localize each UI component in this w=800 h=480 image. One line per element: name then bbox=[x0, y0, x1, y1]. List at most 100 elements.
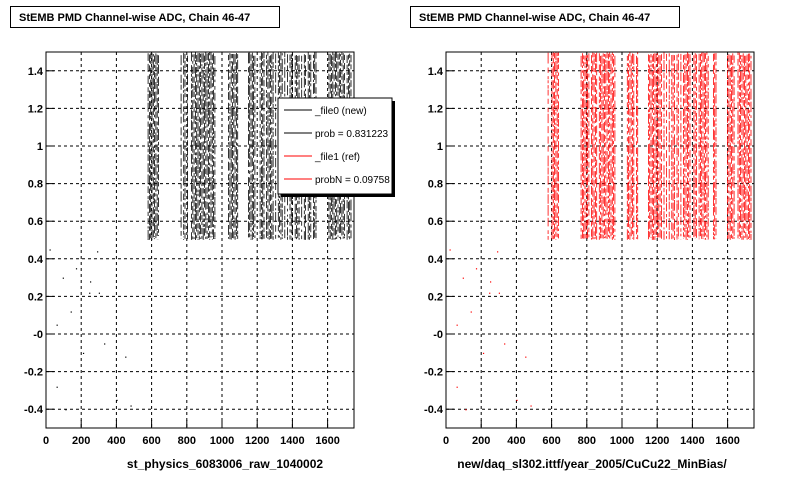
x-tick-label: 1200 bbox=[645, 435, 669, 447]
plot-frame bbox=[45, 51, 355, 429]
data-band-strokes bbox=[626, 52, 639, 240]
chart-panel-1: 0 200 400 600 800 1000 1200 1400 1600 -0.4 -0.2 -0 0… bbox=[424, 51, 755, 471]
legend-box bbox=[277, 97, 393, 195]
x-tick-label: 1000 bbox=[210, 435, 234, 447]
data-point bbox=[456, 324, 458, 326]
data-point bbox=[90, 281, 92, 283]
data-band-1 bbox=[580, 52, 616, 240]
x-tick-label: 1400 bbox=[280, 435, 304, 447]
data-band-0 bbox=[547, 52, 559, 240]
data-band-strokes bbox=[580, 52, 616, 240]
legend: _file0 (new) prob = 0.831223 _file1 (ref) p… bbox=[277, 97, 395, 197]
legend-entry: probN = 0.09758 bbox=[315, 175, 390, 186]
data-point bbox=[449, 249, 451, 251]
data-band-strokes bbox=[648, 52, 717, 240]
x-tick-label: 200 bbox=[472, 435, 490, 447]
data-band-strokes bbox=[547, 52, 559, 240]
plot-frame bbox=[445, 51, 755, 429]
x-tick-label: 1000 bbox=[610, 435, 634, 447]
data-point bbox=[56, 386, 58, 388]
chart-title-right: StEMB PMD Channel-wise ADC, Chain 46-47 bbox=[410, 6, 680, 28]
data-point bbox=[56, 324, 58, 326]
x-tick-label: 1600 bbox=[715, 435, 739, 447]
legend-entry: _file1 (ref) bbox=[314, 152, 360, 163]
data-point bbox=[98, 292, 100, 294]
legend-entry: prob = 0.831223 bbox=[315, 129, 389, 140]
chart-title-left: StEMB PMD Channel-wise ADC, Chain 46-47 bbox=[10, 6, 280, 28]
data-point bbox=[465, 409, 467, 411]
data-point bbox=[104, 343, 106, 345]
y-tick-label: 0.2 bbox=[28, 291, 43, 303]
y-tick-label: 1.2 bbox=[28, 103, 43, 115]
y-tick-label: -0 bbox=[33, 329, 43, 341]
y-tick-label: 1 bbox=[37, 141, 43, 153]
data-band-2 bbox=[626, 52, 639, 240]
y-tick-label: -0.4 bbox=[424, 404, 444, 416]
chart-panel-0: 0 200 400 600 800 1000 1200 1400 1600 -0.4 -0.2 -0 0… bbox=[24, 51, 395, 471]
y-tick-label: 1.2 bbox=[428, 103, 443, 115]
data-band-strokes bbox=[180, 52, 216, 240]
data-point bbox=[65, 409, 67, 411]
data-point bbox=[89, 292, 91, 294]
data-band-strokes bbox=[727, 52, 752, 240]
data-point bbox=[130, 405, 132, 407]
data-band-0 bbox=[147, 53, 159, 240]
y-tick-label: 1.4 bbox=[428, 66, 444, 78]
data-point bbox=[482, 352, 485, 354]
data-point bbox=[497, 251, 499, 253]
x-tick-label: 800 bbox=[178, 435, 196, 447]
data-point bbox=[470, 311, 472, 313]
data-point bbox=[516, 399, 518, 401]
x-tick-label: 600 bbox=[542, 435, 560, 447]
y-tick-label: -0 bbox=[433, 329, 443, 341]
data-point bbox=[489, 292, 491, 294]
sparse-points bbox=[49, 249, 132, 411]
x-axis-label: st_physics_6083006_raw_1040002 bbox=[127, 457, 323, 471]
y-tick-label: -0.2 bbox=[424, 367, 443, 379]
x-tick-label: 0 bbox=[443, 435, 449, 447]
data-point bbox=[462, 277, 464, 279]
data-point bbox=[456, 386, 458, 388]
x-axis-label: new/daq_sl302.ittf/year_2005/CuCu22_MinB… bbox=[457, 457, 727, 471]
data-band-4 bbox=[727, 52, 752, 240]
data-band-strokes bbox=[147, 53, 159, 240]
y-tick-label: 0.4 bbox=[28, 254, 44, 266]
x-tick-label: 400 bbox=[507, 435, 525, 447]
y-tick-label: 1 bbox=[437, 141, 443, 153]
x-tick-label: 1400 bbox=[680, 435, 704, 447]
x-tick-label: 200 bbox=[72, 435, 90, 447]
y-tick-label: 0.8 bbox=[428, 179, 443, 191]
data-point bbox=[82, 352, 85, 354]
data-point bbox=[116, 399, 118, 401]
y-tick-label: 0.4 bbox=[428, 254, 444, 266]
data-band-3 bbox=[648, 52, 717, 240]
legend-entry: _file0 (new) bbox=[314, 106, 367, 117]
y-tick-label: 0.2 bbox=[428, 291, 443, 303]
x-tick-label: 600 bbox=[142, 435, 160, 447]
y-tick-label: 0.6 bbox=[428, 216, 443, 228]
data-point bbox=[498, 292, 500, 294]
data-point bbox=[62, 277, 64, 279]
data-band-1 bbox=[180, 52, 216, 240]
data-point bbox=[49, 249, 51, 251]
y-tick-label: 1.4 bbox=[28, 66, 44, 78]
y-tick-label: 0.6 bbox=[28, 216, 43, 228]
x-tick-label: 1200 bbox=[245, 435, 269, 447]
data-band-2 bbox=[228, 53, 239, 240]
data-band-strokes bbox=[228, 53, 239, 240]
data-point bbox=[525, 356, 527, 358]
x-tick-label: 800 bbox=[578, 435, 596, 447]
data-point bbox=[97, 251, 99, 253]
y-tick-label: -0.2 bbox=[24, 367, 43, 379]
x-tick-label: 1600 bbox=[315, 435, 339, 447]
x-tick-label: 400 bbox=[107, 435, 125, 447]
sparse-points bbox=[449, 249, 532, 411]
y-tick-label: 0.8 bbox=[28, 179, 43, 191]
data-point bbox=[530, 405, 532, 407]
data-point bbox=[125, 356, 127, 358]
y-tick-label: -0.4 bbox=[24, 404, 44, 416]
data-point bbox=[70, 311, 72, 313]
x-tick-label: 0 bbox=[43, 435, 49, 447]
data-point bbox=[490, 281, 492, 283]
